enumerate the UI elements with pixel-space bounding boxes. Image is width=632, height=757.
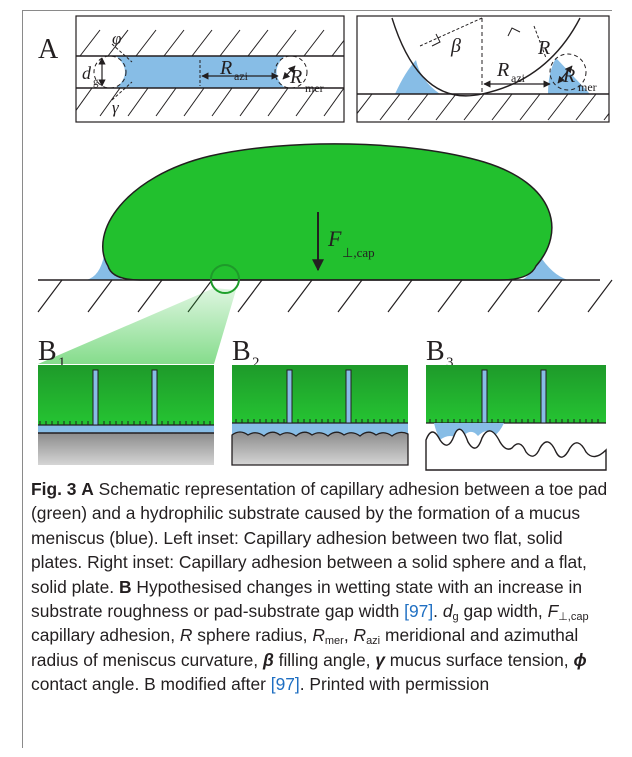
b1-sub: 1 <box>58 355 66 371</box>
caption-f: F <box>547 601 559 622</box>
b3-sub: 3 <box>446 355 454 371</box>
caption-razi-sub: azi <box>366 635 381 648</box>
caption-text-9: mucus surface tension, <box>384 649 574 670</box>
caption-a-label: A <box>81 479 94 499</box>
rmer-label: R <box>289 66 302 88</box>
caption-dg-sub: g <box>452 611 459 624</box>
caption-r: R <box>179 625 193 646</box>
rmer-sub: mer <box>305 81 324 95</box>
razi-label-right: R <box>496 59 509 81</box>
caption-rmer-sub: mer <box>324 635 344 648</box>
b3-schematic <box>425 365 607 471</box>
caption-text-2: Hypothesised changes in wetting state wi… <box>31 576 583 622</box>
caption-text-8: filling angle, <box>273 649 376 670</box>
toe-pad <box>102 143 553 281</box>
caption-rmer: R <box>312 625 325 646</box>
caption-text-5: capillary adhesion, <box>31 625 180 646</box>
b3-rough-substrate <box>425 428 607 471</box>
caption-razi: R <box>353 625 367 646</box>
panel-b: B 1 B 2 B 3 <box>38 336 607 471</box>
razi-label: R <box>219 57 232 79</box>
caption-text-7: meridional and azimuthal radius of menis… <box>31 625 579 670</box>
figure-caption: Fig. 3 A Schematic representation of cap… <box>31 477 616 697</box>
b3-label: B <box>426 336 445 367</box>
caption-ref-97-a[interactable]: [97] <box>404 601 434 622</box>
main-toe-pad-diagram: F ⊥,cap <box>37 143 613 364</box>
caption-ref-97-b[interactable]: [97] <box>270 674 300 695</box>
left-inset: φ d g γ R azi R mer <box>75 15 345 123</box>
caption-beta: β <box>262 649 274 670</box>
caption-comma: , <box>343 625 354 646</box>
beta-label: β <box>450 35 461 57</box>
dg-sub: g <box>93 76 99 88</box>
zoom-wedge <box>38 288 236 364</box>
gamma-label: γ <box>112 98 120 117</box>
b2-sub: 2 <box>252 355 260 371</box>
caption-text-6: sphere radius, <box>192 625 313 646</box>
rmer-label-right: R <box>562 65 575 87</box>
caption-text-3: . <box>433 601 443 622</box>
right-inset-meniscus-left <box>395 60 440 94</box>
caption-text-10: contact angle. B modified after <box>31 674 271 695</box>
figure-3-graphic: A <box>37 15 613 471</box>
caption-text-11: . Printed with permission <box>299 674 490 695</box>
razi-sub: azi <box>234 69 249 83</box>
figure-frame-top <box>22 10 612 11</box>
caption-phi: ϕ <box>573 649 587 670</box>
b1-label: B <box>38 336 57 367</box>
caption-dg: d <box>442 601 453 622</box>
force-sub: ⊥,cap <box>342 245 375 260</box>
figure-3: A <box>37 15 613 471</box>
force-label: F <box>327 226 342 251</box>
caption-text-1: Schematic representation of capillary ad… <box>31 479 608 597</box>
figure-frame-left <box>22 10 23 748</box>
b2-label: B <box>232 336 251 367</box>
dg-label: d <box>82 63 92 83</box>
caption-text-4: gap width, <box>458 601 548 622</box>
caption-f-sub: ⊥,cap <box>558 611 589 624</box>
b2-schematic <box>231 365 409 466</box>
r-label: R <box>537 37 550 59</box>
razi-sub-right: azi <box>511 71 526 85</box>
caption-fig-label: Fig. 3 <box>31 479 77 499</box>
phi-label: φ <box>112 29 121 48</box>
rmer-sub-right: mer <box>578 80 597 94</box>
caption-gamma: γ <box>375 649 385 670</box>
b1-schematic <box>38 365 214 465</box>
panel-a-label: A <box>38 34 59 65</box>
right-inset: β R R azi R mer <box>356 15 610 123</box>
caption-b-label: B <box>118 576 132 597</box>
